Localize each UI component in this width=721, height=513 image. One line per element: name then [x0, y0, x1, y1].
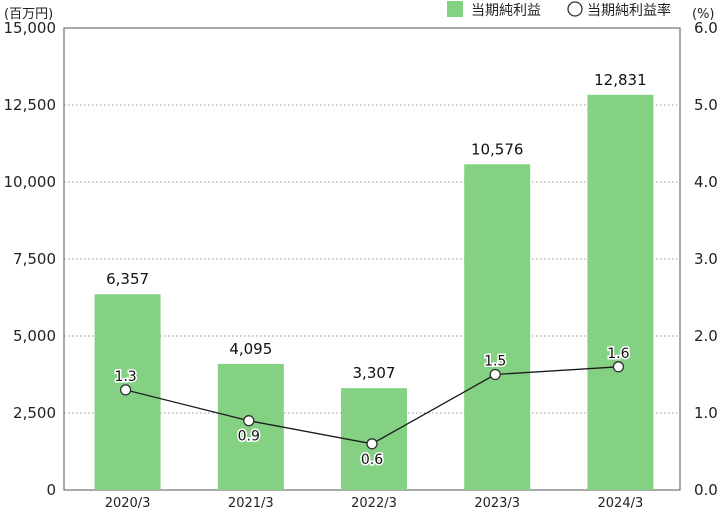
line-series: 1.3 0.9 0.6 1.5 1.6 — [113, 344, 631, 469]
line-point — [366, 438, 378, 450]
legend-line-label: 当期純利益率 — [587, 2, 671, 19]
legend-line-marker — [567, 1, 583, 17]
line-point — [489, 368, 501, 381]
line-point — [243, 415, 255, 427]
legend-bar-label: 当期純利益 — [471, 3, 541, 19]
bar — [464, 164, 531, 490]
left-axis-tick-label: 5,000 — [13, 327, 56, 345]
right-axis-tick-label: 5.0 — [694, 96, 718, 114]
bar-value-label: 10,576 — [471, 140, 524, 158]
legend: 当期純利益 当期純利益率 — [447, 1, 671, 19]
line-value-label: 1.3 — [114, 369, 136, 385]
bar-value-label: 6,357 — [106, 270, 149, 288]
line-value-label: 0.6 — [361, 452, 383, 468]
left-axis-tick-label: 15,000 — [4, 19, 57, 37]
legend-bar-swatch — [447, 1, 463, 17]
left-axis-tick-label: 10,000 — [4, 173, 57, 191]
left-axis-tick-label: 0 — [46, 481, 56, 499]
left-axis-tick-label: 12,500 — [4, 96, 57, 114]
bar — [587, 94, 654, 490]
left-axis-tick-label: 2,500 — [13, 404, 56, 422]
x-axis-tick-label: 2023/3 — [474, 496, 520, 509]
line-value-label: 1.6 — [607, 346, 629, 362]
bar-value-label: 3,307 — [353, 364, 396, 382]
right-axis: 0.0 1.0 2.0 3.0 4.0 5.0 6.0 — [694, 19, 718, 499]
bar — [217, 363, 284, 490]
bar-value-label: 4,095 — [229, 340, 272, 358]
bar-value-label: 12,831 — [594, 71, 647, 89]
right-axis-unit-label: (%) — [692, 7, 715, 22]
right-axis-tick-label: 3.0 — [694, 250, 718, 268]
left-axis: 0 2,500 5,000 7,500 10,000 12,500 15,000 — [4, 19, 57, 499]
line-value-label: 0.9 — [238, 429, 260, 445]
bar-series — [94, 94, 654, 490]
right-axis-tick-label: 2.0 — [694, 327, 718, 345]
line-value-label: 1.5 — [484, 354, 506, 370]
x-axis-tick-label: 2021/3 — [228, 496, 274, 509]
right-axis-tick-label: 1.0 — [694, 404, 718, 422]
x-axis: 2020/3 2021/3 2022/3 2023/3 2024/3 — [105, 496, 644, 511]
x-axis-tick-label: 2020/3 — [105, 496, 151, 509]
line-point — [612, 361, 625, 373]
left-axis-tick-label: 7,500 — [13, 250, 56, 268]
right-axis-tick-label: 6.0 — [694, 19, 718, 37]
line-point — [119, 384, 132, 396]
left-axis-unit-label: (百万円) — [4, 7, 53, 22]
right-axis-tick-label: 0.0 — [694, 481, 718, 499]
right-axis-tick-label: 4.0 — [694, 173, 718, 191]
bar-value-labels: 6,357 4,095 3,307 10,576 12,831 — [106, 71, 647, 382]
x-axis-tick-label: 2022/3 — [351, 496, 397, 509]
x-axis-tick-label: 2024/3 — [598, 496, 644, 509]
